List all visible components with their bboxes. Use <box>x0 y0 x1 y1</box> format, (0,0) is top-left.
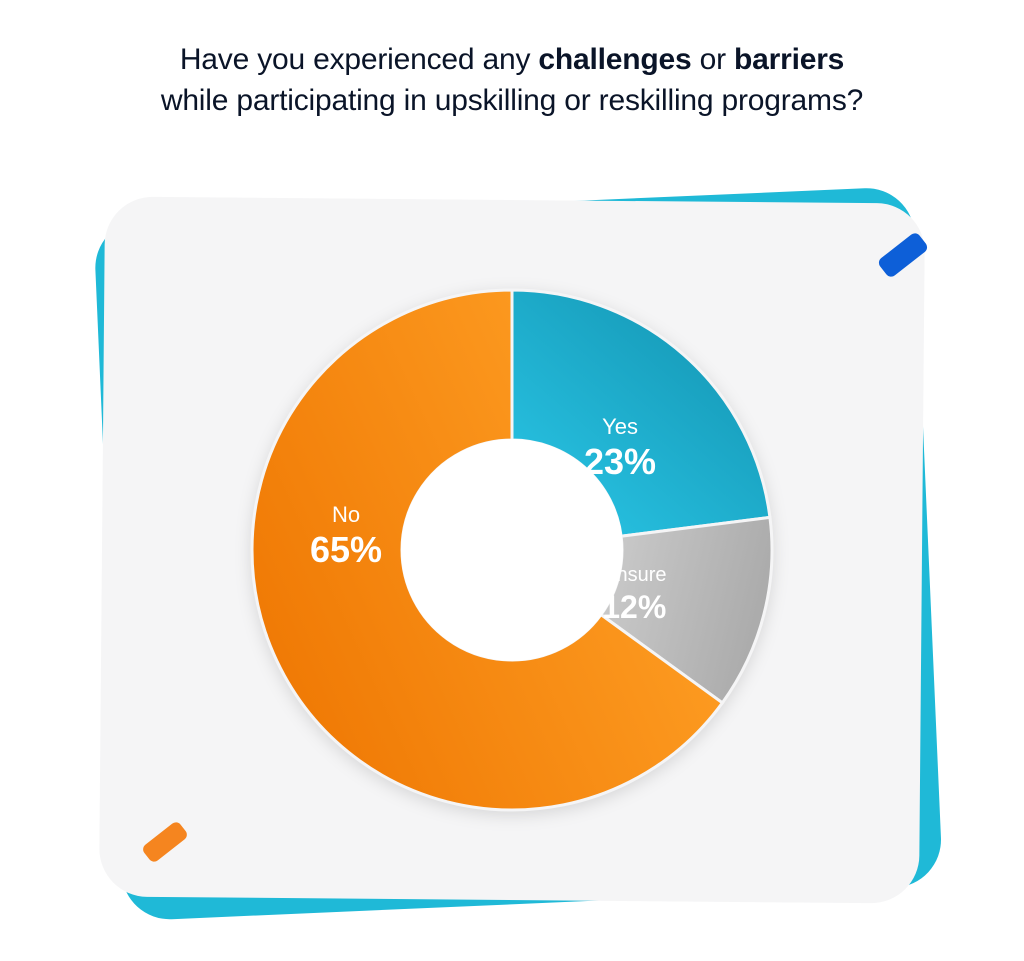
slice-label-pct-yes: 23% <box>584 441 656 482</box>
slice-label-text-no: No <box>310 502 382 527</box>
slice-label-pct-unsure: 12% <box>602 589 666 626</box>
slice-label-text-unsure: Unsure <box>602 564 666 587</box>
slice-label-unsure: Unsure12% <box>602 564 666 626</box>
donut-chart: Yes23% Unsure12% No65% <box>232 270 792 830</box>
chart-card-stage: Yes23% Unsure12% No65% <box>102 200 922 900</box>
chart-title: Have you experienced any challenges or b… <box>161 40 863 121</box>
slice-label-pct-no: 65% <box>310 529 382 570</box>
slice-label-yes: Yes23% <box>584 414 656 483</box>
slice-label-no: No65% <box>310 502 382 571</box>
slice-label-text-yes: Yes <box>584 414 656 439</box>
